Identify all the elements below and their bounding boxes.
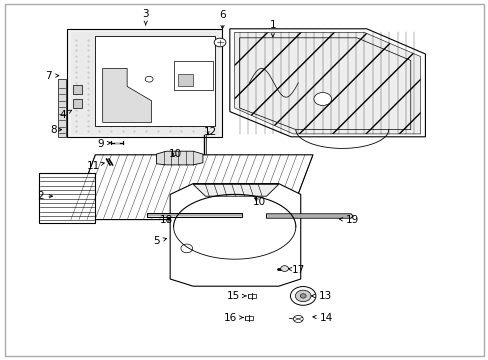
Text: 14: 14	[312, 312, 333, 323]
Polygon shape	[102, 68, 151, 122]
Text: 16: 16	[224, 312, 243, 323]
Text: 13: 13	[311, 291, 331, 301]
Circle shape	[295, 290, 310, 302]
Text: 4: 4	[59, 110, 71, 120]
Polygon shape	[146, 213, 242, 217]
Circle shape	[290, 287, 315, 305]
Text: 10: 10	[168, 149, 181, 159]
Polygon shape	[39, 173, 95, 223]
Polygon shape	[71, 155, 312, 220]
Circle shape	[145, 76, 153, 82]
Bar	[73, 85, 82, 94]
Text: 17: 17	[288, 265, 305, 275]
Polygon shape	[170, 184, 300, 286]
Text: 19: 19	[339, 215, 358, 225]
Text: 3: 3	[142, 9, 149, 25]
Circle shape	[181, 244, 192, 253]
Circle shape	[300, 294, 305, 298]
Text: 10: 10	[252, 197, 265, 207]
Text: 9: 9	[97, 139, 110, 149]
Polygon shape	[95, 36, 215, 126]
Bar	[245, 316, 252, 320]
Polygon shape	[234, 32, 420, 134]
Circle shape	[280, 266, 288, 271]
Polygon shape	[229, 29, 425, 137]
Polygon shape	[193, 184, 278, 196]
Polygon shape	[178, 74, 193, 86]
Circle shape	[293, 315, 303, 323]
Polygon shape	[71, 32, 219, 135]
Text: 5: 5	[153, 236, 166, 246]
Circle shape	[214, 38, 225, 47]
Text: 6: 6	[219, 10, 225, 29]
Polygon shape	[67, 29, 222, 137]
Text: 8: 8	[50, 125, 61, 135]
Text: 7: 7	[45, 71, 59, 81]
Text: 15: 15	[226, 291, 245, 301]
Polygon shape	[173, 61, 212, 90]
Text: 18: 18	[159, 215, 173, 225]
Polygon shape	[156, 151, 203, 165]
Bar	[73, 99, 82, 108]
Bar	[248, 294, 255, 298]
Polygon shape	[266, 214, 352, 218]
Text: 2: 2	[37, 191, 52, 201]
Text: 12: 12	[203, 127, 217, 138]
Text: 11: 11	[87, 161, 104, 171]
Polygon shape	[58, 79, 66, 137]
Text: 1: 1	[269, 20, 276, 37]
Circle shape	[313, 93, 331, 105]
